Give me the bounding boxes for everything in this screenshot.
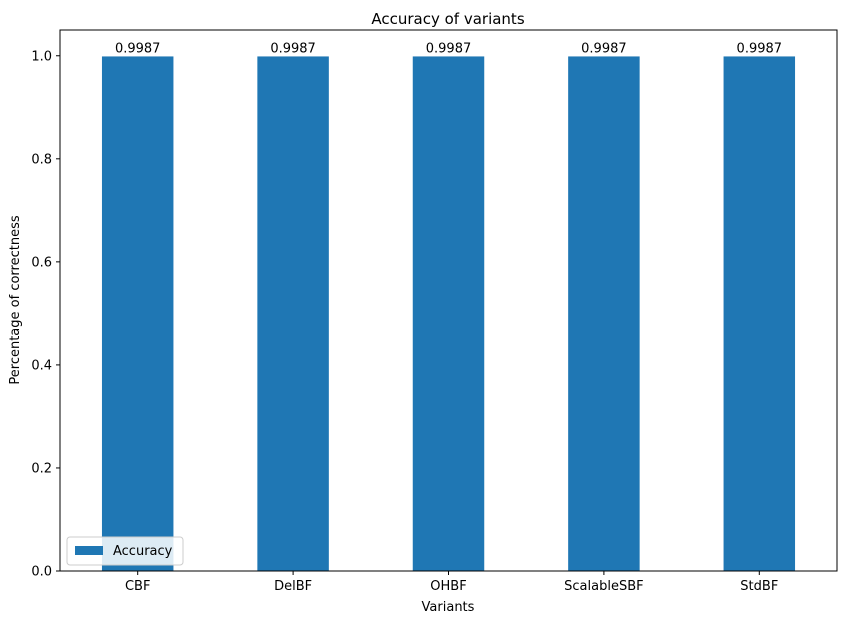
legend-label: Accuracy xyxy=(113,544,173,559)
x-tick-label: StdBF xyxy=(740,579,778,594)
legend: Accuracy xyxy=(66,536,184,566)
x-tick-label: DelBF xyxy=(274,579,312,594)
x-axis: CBF DelBF OHBF ScalableSBF StdBF xyxy=(125,571,778,594)
y-tick-label: 0.2 xyxy=(31,461,52,476)
x-tick-label: CBF xyxy=(125,579,150,594)
bar-delbf xyxy=(257,56,329,572)
x-axis-label: Variants xyxy=(422,600,475,615)
bar-scalablesbf xyxy=(568,56,640,572)
chart-title: Accuracy of variants xyxy=(371,10,524,28)
bar-value-label: 0.9987 xyxy=(581,41,627,56)
y-axis: 0.0 0.2 0.4 0.6 0.8 1.0 xyxy=(31,49,60,580)
plot-area: 0.9987 0.9987 0.9987 0.9987 0.9987 0.0 0.2 0.4… xyxy=(31,29,838,594)
y-tick-label: 0.4 xyxy=(31,358,52,373)
y-tick-label: 0.8 xyxy=(31,152,52,167)
plot-frame xyxy=(59,29,838,572)
bars-group xyxy=(101,56,796,572)
bar-value-label: 0.9987 xyxy=(737,41,783,56)
bar-cbf xyxy=(101,56,174,572)
bar-stdbf xyxy=(723,56,796,572)
bar-value-label: 0.9987 xyxy=(426,41,472,56)
bar-value-label: 0.9987 xyxy=(270,41,316,56)
bar-value-label: 0.9987 xyxy=(115,41,161,56)
x-tick-label: ScalableSBF xyxy=(564,579,643,594)
y-tick-label: 1.0 xyxy=(31,49,52,64)
bar-labels-group: 0.9987 0.9987 0.9987 0.9987 0.9987 xyxy=(115,41,782,56)
x-tick-label: OHBF xyxy=(430,579,466,594)
legend-swatch xyxy=(75,546,103,555)
y-axis-label: Percentage of correctness xyxy=(8,215,23,384)
y-tick-label: 0.0 xyxy=(31,565,52,580)
bar-ohbf xyxy=(412,56,485,572)
y-tick-label: 0.6 xyxy=(31,255,52,270)
legend-box xyxy=(66,536,184,566)
